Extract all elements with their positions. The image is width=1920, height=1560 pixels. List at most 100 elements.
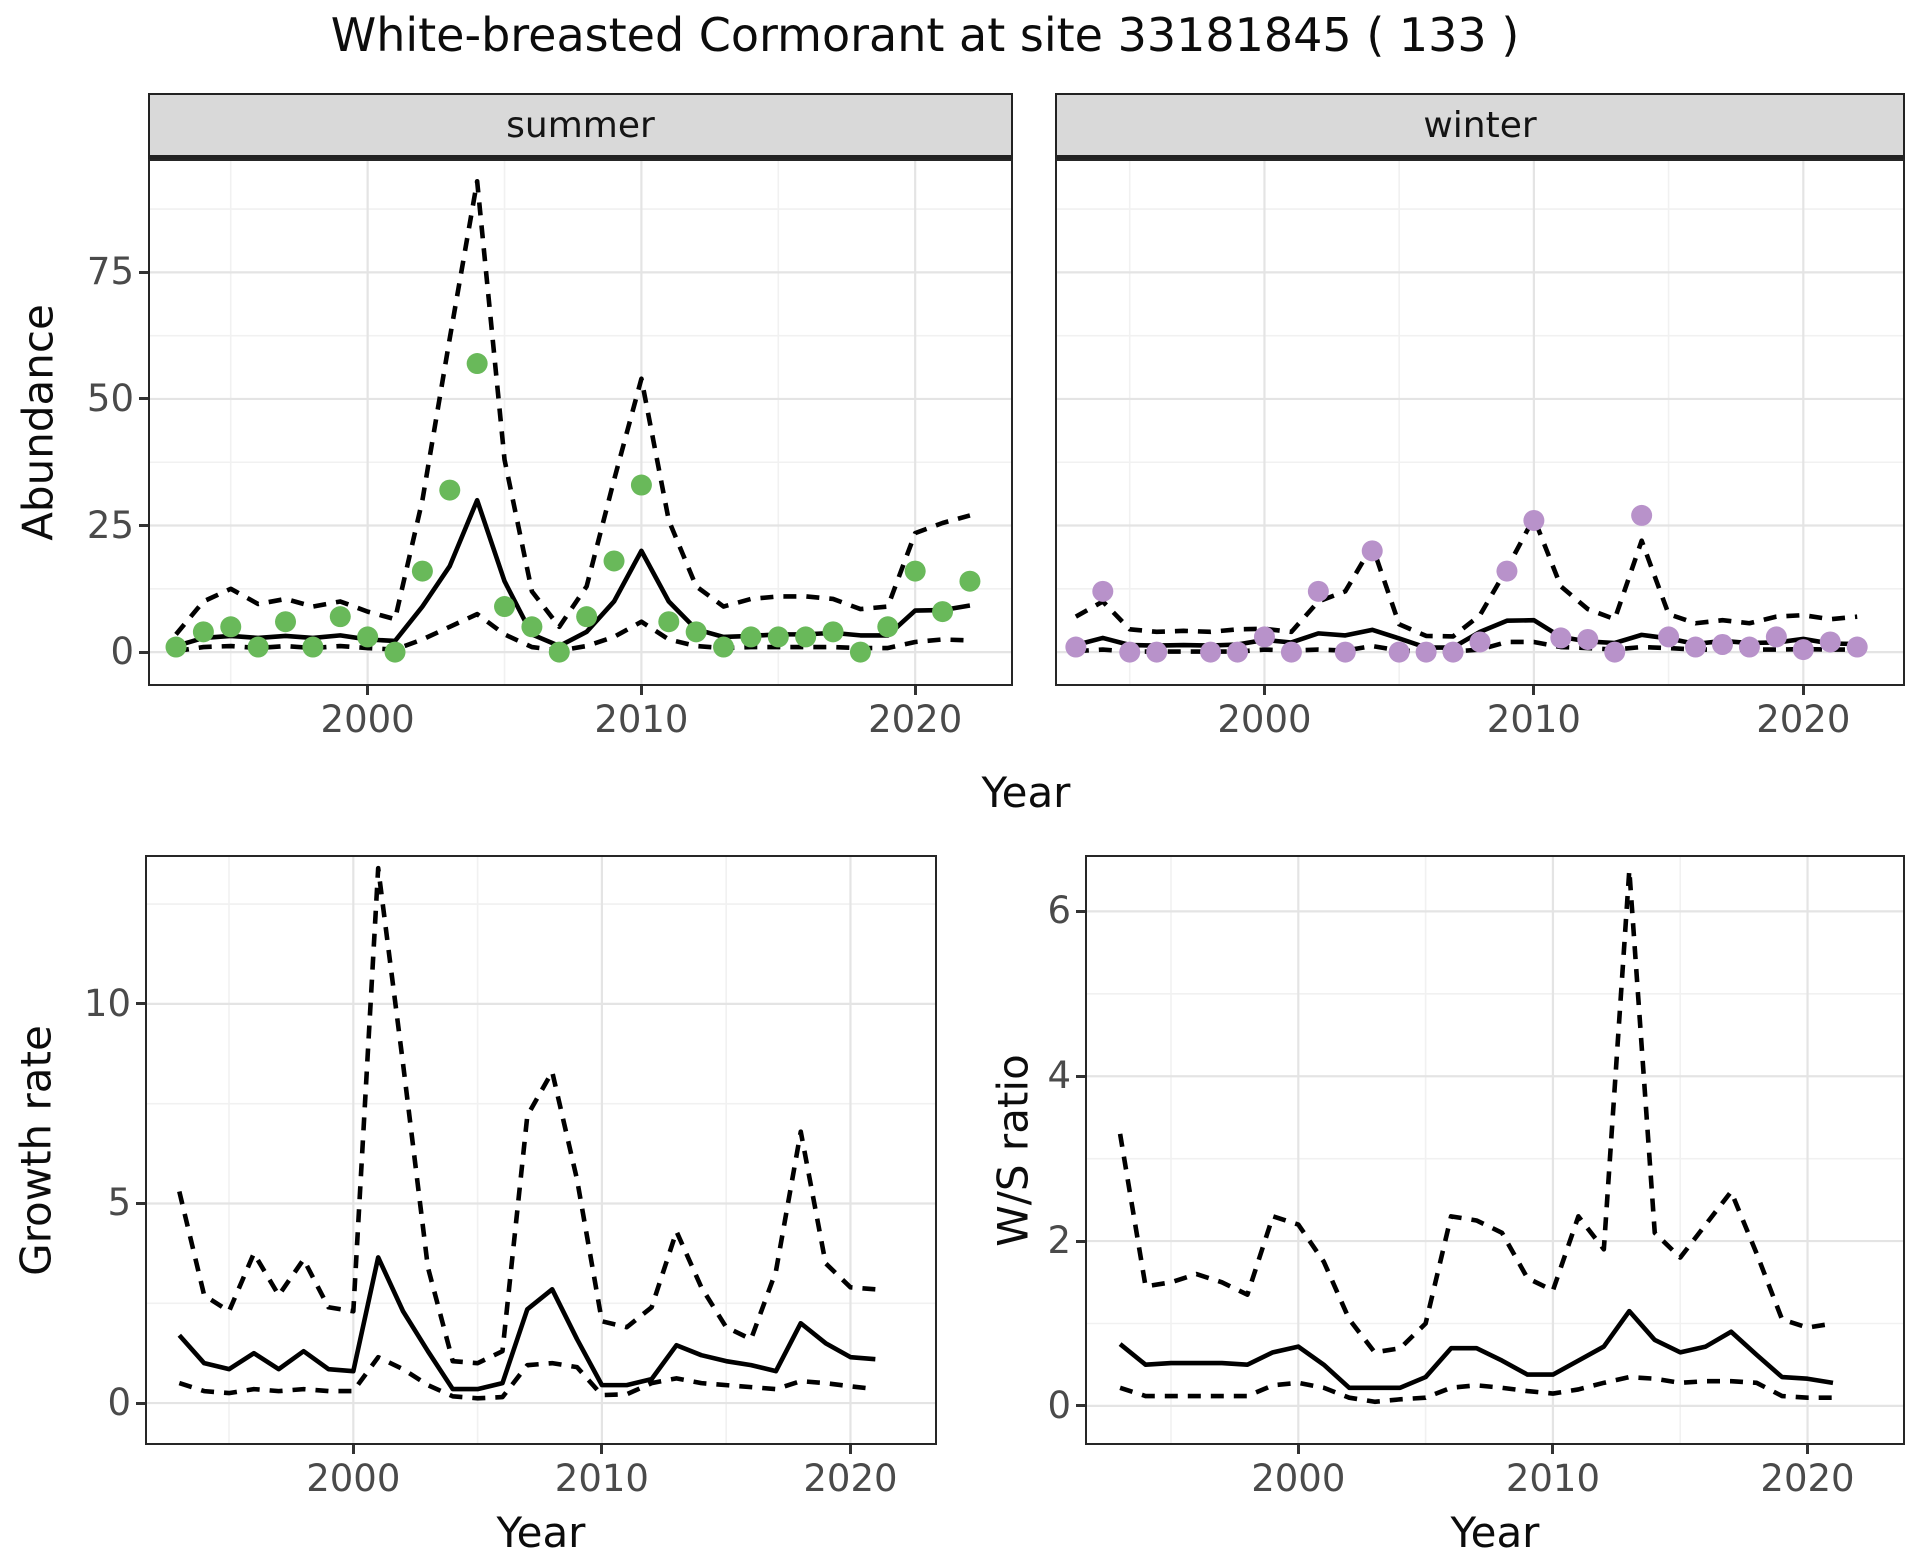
x-tick-label: 2020 bbox=[1760, 1457, 1855, 1500]
x-tick-mark bbox=[1806, 1445, 1810, 1454]
observation-point bbox=[384, 641, 406, 663]
observation-point bbox=[1577, 628, 1599, 650]
x-tick-mark bbox=[1551, 1445, 1555, 1454]
x-tick-label: 2010 bbox=[1486, 698, 1581, 741]
observation-point bbox=[1523, 509, 1545, 531]
panel-ws-ratio bbox=[1085, 855, 1905, 1445]
observation-point bbox=[1469, 631, 1491, 653]
observation-point bbox=[1631, 504, 1653, 526]
y-tick-label: 0 bbox=[107, 1381, 131, 1425]
observation-point bbox=[1496, 560, 1518, 582]
chart-title: White-breasted Cormorant at site 3318184… bbox=[330, 8, 1520, 62]
y-tick-label: 2 bbox=[1047, 1219, 1071, 1263]
observation-point bbox=[603, 550, 625, 572]
observation-point bbox=[192, 621, 214, 643]
observation-point bbox=[1846, 636, 1868, 658]
y-tick-mark bbox=[136, 1002, 145, 1006]
y-tick-mark bbox=[139, 270, 148, 274]
mean-line bbox=[1118, 1308, 1834, 1391]
facet-strip-summer: summer bbox=[148, 93, 1013, 159]
x-tick-mark bbox=[351, 1445, 355, 1454]
observation-point bbox=[466, 353, 488, 375]
y-tick-mark bbox=[139, 524, 148, 528]
x-tick-mark bbox=[848, 1445, 852, 1454]
y-tick-label: 75 bbox=[86, 250, 134, 294]
observation-point bbox=[548, 641, 570, 663]
summer-abundance-plot bbox=[150, 161, 1011, 684]
y-tick-label: 6 bbox=[1047, 889, 1071, 933]
y-tick-mark bbox=[136, 1201, 145, 1205]
upper-ci-line bbox=[1074, 515, 1858, 639]
observation-point bbox=[1388, 641, 1410, 663]
observation-point bbox=[1604, 641, 1626, 663]
x-axis-label-year-ws: Year bbox=[1450, 1508, 1540, 1557]
observation-point bbox=[1334, 641, 1356, 663]
y-tick-label: 10 bbox=[83, 981, 131, 1025]
observation-point bbox=[411, 560, 433, 582]
observation-point bbox=[932, 601, 954, 623]
upper-ci-line bbox=[174, 178, 971, 636]
observation-point bbox=[1415, 641, 1437, 663]
observation-point bbox=[329, 606, 351, 628]
facet-strip-winter-label: winter bbox=[1423, 104, 1537, 146]
facet-strip-summer-label: summer bbox=[506, 104, 655, 146]
observation-point bbox=[357, 626, 379, 648]
observation-point bbox=[1361, 540, 1383, 562]
x-tick-mark bbox=[1801, 686, 1805, 695]
x-tick-mark bbox=[366, 686, 370, 695]
growth-rate-plot bbox=[147, 857, 935, 1443]
observation-point bbox=[658, 611, 680, 633]
observation-point bbox=[1442, 641, 1464, 663]
observation-point bbox=[247, 636, 269, 658]
x-tick-label: 2010 bbox=[594, 698, 689, 741]
x-tick-label: 2000 bbox=[1251, 1457, 1346, 1500]
x-tick-label: 2010 bbox=[554, 1457, 649, 1500]
y-tick-label: 0 bbox=[1047, 1383, 1071, 1427]
observation-point bbox=[1253, 626, 1275, 648]
observation-point bbox=[1792, 639, 1814, 661]
observation-point bbox=[959, 570, 981, 592]
observation-point bbox=[685, 621, 707, 643]
observation-point bbox=[576, 606, 598, 628]
observation-point bbox=[439, 479, 461, 501]
observation-point bbox=[1280, 641, 1302, 663]
observation-point bbox=[1685, 636, 1707, 658]
x-tick-mark bbox=[639, 686, 643, 695]
observation-point bbox=[1711, 634, 1733, 656]
x-tick-label: 2000 bbox=[306, 1457, 401, 1500]
observation-point bbox=[1119, 641, 1141, 663]
y-tick-mark bbox=[139, 650, 148, 654]
observation-point bbox=[1227, 641, 1249, 663]
x-tick-mark bbox=[1296, 1445, 1300, 1454]
observation-point bbox=[220, 616, 242, 638]
y-tick-label: 25 bbox=[86, 503, 134, 547]
x-tick-mark bbox=[1262, 686, 1266, 695]
y-tick-label: 4 bbox=[1047, 1054, 1071, 1098]
y-tick-mark bbox=[1076, 909, 1085, 913]
x-tick-mark bbox=[1532, 686, 1536, 695]
panel-growth-rate bbox=[145, 855, 937, 1445]
x-tick-label: 2000 bbox=[1217, 698, 1312, 741]
y-tick-label: 0 bbox=[110, 630, 134, 674]
observation-point bbox=[713, 636, 735, 658]
y-tick-mark bbox=[1076, 1404, 1085, 1408]
x-tick-label: 2020 bbox=[803, 1457, 898, 1500]
x-tick-label: 2010 bbox=[1505, 1457, 1600, 1500]
x-tick-label: 2020 bbox=[1756, 698, 1851, 741]
observation-point bbox=[822, 621, 844, 643]
winter-abundance-plot bbox=[1057, 161, 1903, 684]
observation-point bbox=[521, 616, 543, 638]
y-tick-mark bbox=[136, 1401, 145, 1405]
observation-point bbox=[1065, 636, 1087, 658]
y-axis-label-growth-rate: Growth rate bbox=[11, 1025, 61, 1276]
observation-point bbox=[1658, 626, 1680, 648]
observation-point bbox=[275, 611, 297, 633]
observation-point bbox=[1092, 580, 1114, 602]
observation-point bbox=[165, 636, 187, 658]
upper-ci-line bbox=[177, 865, 876, 1366]
observation-point bbox=[1307, 580, 1329, 602]
observation-point bbox=[1550, 627, 1572, 649]
ws-ratio-plot bbox=[1087, 857, 1903, 1443]
y-axis-label-ws-ratio: W/S ratio bbox=[988, 1054, 1038, 1247]
upper-ci-line bbox=[1117, 867, 1834, 1355]
